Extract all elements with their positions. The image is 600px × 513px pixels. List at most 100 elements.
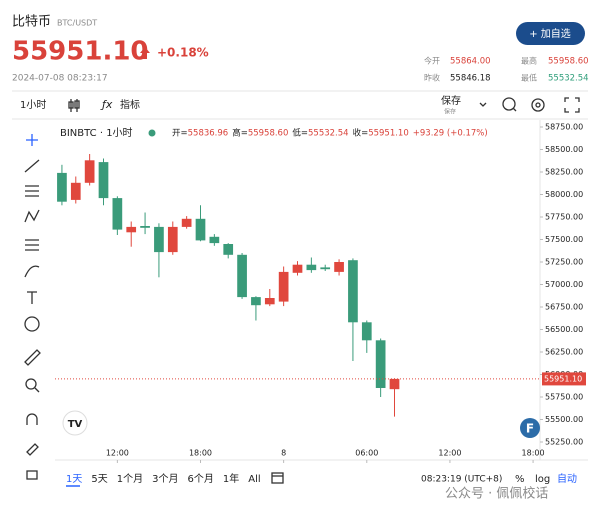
drawing-tools[interactable]: [24, 134, 41, 480]
candle-body: [375, 340, 386, 388]
candle-body: [306, 264, 317, 271]
range-button[interactable]: 5天: [91, 474, 107, 485]
candle-body: [181, 218, 192, 227]
candle-body: [167, 226, 178, 253]
x-tick-label: 06:00: [355, 449, 378, 458]
y-tick-label: 57000.00: [545, 280, 583, 289]
indicators[interactable]: 指标: [120, 98, 140, 111]
save-sub: 保存: [444, 108, 456, 116]
save[interactable]: 保存: [441, 94, 461, 107]
tv-logo: TV: [62, 410, 88, 436]
ohlc-legend: 开= 55836.96 高= 55958.60 低= 55532.54 收= 55951.10…: [172, 128, 488, 139]
candle-body: [237, 254, 247, 298]
y-tick-label: 55250.00: [545, 438, 583, 447]
candle-body: [112, 198, 123, 230]
candle-body: [209, 236, 220, 244]
legend-label: 低=: [292, 128, 308, 139]
legend-value: 55836.96: [188, 129, 229, 139]
svg-text:TV: TV: [68, 419, 83, 430]
stat-value: 55864.00: [450, 57, 491, 67]
calendar-icon[interactable]: [271, 472, 284, 484]
add-watch-button[interactable]: [516, 22, 585, 45]
candle-body: [84, 160, 95, 183]
range-button[interactable]: 6个月: [188, 473, 214, 485]
candle-body: [140, 226, 150, 228]
legend-value: 55958.60: [248, 129, 289, 139]
y-tick-label: 58250.00: [545, 168, 583, 177]
stat-value: 55958.60: [548, 57, 589, 67]
settings-icon[interactable]: [531, 98, 545, 112]
y-tick-label: 55500.00: [545, 415, 583, 424]
range-button[interactable]: 1个月: [117, 473, 143, 485]
y-tick-label: 56500.00: [545, 325, 583, 334]
legend-label: 高=: [232, 128, 248, 139]
candle-body: [278, 271, 289, 302]
candle-body: [251, 297, 261, 306]
candle-body: [348, 260, 358, 323]
x-tick-label: 12:00: [106, 449, 129, 458]
chevron[interactable]: [479, 102, 487, 107]
candle-body: [223, 244, 234, 255]
percent-toggle[interactable]: %: [515, 474, 525, 485]
y-tick-label: 58750.00: [545, 123, 583, 132]
legend-value: +93.29 (+0.17%): [413, 129, 488, 139]
coin-name: 比特币: [12, 15, 51, 30]
stat-label: 最低: [521, 73, 537, 83]
plot: [55, 154, 540, 417]
stat-value: 55532.54: [548, 74, 589, 84]
alert-icon[interactable]: [502, 97, 517, 112]
candle-body: [126, 226, 137, 233]
range-button[interactable]: 1天: [66, 474, 82, 485]
legend-label: 收=: [353, 128, 369, 139]
fx-icon[interactable]: ƒx: [100, 98, 113, 111]
y-tick-label: 57750.00: [545, 213, 583, 222]
candle-body: [334, 262, 344, 272]
interval[interactable]: 1小时: [20, 99, 46, 111]
timestamp: 2024-07-08 08:23:17: [12, 74, 108, 84]
range-button[interactable]: 3个月: [152, 473, 178, 485]
y-tick-label: 56750.00: [545, 303, 583, 312]
legend-value: 55532.54: [308, 129, 349, 139]
candle-body: [264, 298, 275, 305]
status-dot: [148, 129, 156, 137]
stat-label: 最高: [521, 56, 537, 66]
chart-title: BINBTC · 1小时: [60, 127, 133, 139]
x-tick-label: 18:00: [189, 449, 212, 458]
price: 55951.10: [12, 37, 149, 67]
legend-value: 55951.10: [368, 129, 409, 139]
last-price-label: 55951.10: [544, 374, 582, 383]
fullscreen-icon[interactable]: [564, 97, 580, 113]
clock: 08:23:19 (UTC+8): [421, 475, 502, 485]
candle-body: [154, 226, 164, 253]
change: +0.18%: [157, 46, 209, 60]
svg-text:F: F: [526, 422, 534, 436]
candle-body: [57, 172, 67, 202]
range-button[interactable]: All: [248, 474, 260, 485]
legend-label: 开=: [172, 129, 188, 139]
up-arrow: [140, 47, 150, 59]
candle-body: [389, 378, 400, 390]
log-toggle[interactable]: log: [535, 474, 550, 485]
y-tick-label: 56250.00: [545, 348, 583, 357]
add-watch-label[interactable]: + 加自选: [529, 27, 571, 40]
y-tick-label: 57250.00: [545, 258, 583, 267]
auto-toggle[interactable]: 自动: [557, 472, 577, 485]
candle-body: [361, 322, 372, 341]
candle-icon[interactable]: [68, 99, 80, 112]
range-button[interactable]: 1年: [223, 472, 239, 485]
y-tick-label: 58500.00: [545, 145, 583, 154]
stat-label: 昨收: [424, 73, 440, 83]
candle-body: [292, 264, 303, 273]
range-bar: 1天 5天 1个月 3个月 6个月 1年 All: [66, 472, 261, 485]
x-tick-label: 12:00: [438, 449, 461, 458]
y-tick-label: 55750.00: [545, 393, 583, 402]
x-tick-label: 18:00: [522, 449, 545, 458]
y-tick-label: 57500.00: [545, 235, 583, 244]
last-price-box: [542, 372, 586, 386]
candle-body: [195, 218, 206, 241]
stat-value: 55846.18: [450, 74, 491, 84]
candle-body: [70, 182, 81, 200]
f-badge: F: [520, 418, 540, 438]
symbol: BTC/USDT: [57, 19, 97, 28]
